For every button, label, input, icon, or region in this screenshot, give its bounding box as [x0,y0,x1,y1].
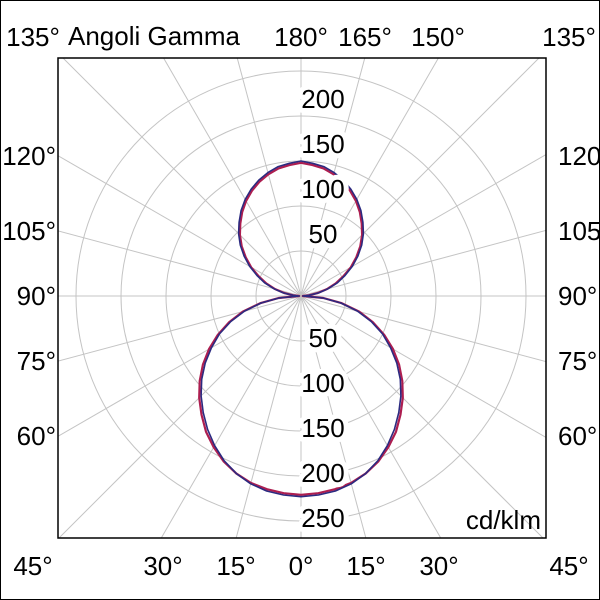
angle-label-left: 90° [17,281,56,311]
angle-label-bottom: 0° [289,551,314,581]
angle-label-bottom: 30° [419,551,458,581]
grid-radial-line [58,295,302,437]
grid-radial-line [58,230,302,297]
radial-tick-label: 150 [301,413,344,443]
grid-radial-line [300,295,546,439]
grid-radial-line [300,229,546,297]
grid-radial-line [163,58,302,297]
angle-label-right: 105° [558,216,600,246]
angle-label-top: 135° [6,22,60,52]
angle-label-top: 135° [542,22,596,52]
radial-tick-label: 100 [301,368,344,398]
angle-label-bottom: 15° [346,551,385,581]
angle-label-right: 60° [558,421,597,451]
angle-label-left: 105° [2,216,56,246]
angle-label-bottom: 45° [13,551,52,581]
grid-radial-line [300,295,442,538]
grid-radial-line [300,295,546,363]
grid-radial-line [236,58,302,297]
angle-label-bottom: 45° [549,551,588,581]
intensity-curve-series-2 [198,161,404,496]
angle-label-left: 75° [17,346,56,376]
angle-label-top: 150° [411,22,465,52]
angle-label-right: 75° [558,346,597,376]
grid-radial-line [160,295,302,538]
intensity-curves [198,160,404,498]
radial-tick-label: 150 [301,129,344,159]
angle-label-left: 60° [17,421,56,451]
radial-tick-label: 200 [301,84,344,114]
grid-radial-line [235,295,302,538]
intensity-curve-series-1 [200,160,402,498]
grid-radial-line [300,295,544,538]
unit-label: cd/klm [465,505,541,535]
grid-radial-line [58,295,302,362]
angle-label-right: 90° [558,281,597,311]
grid-radial-line [300,153,546,297]
radial-tick-label: 200 [301,458,344,488]
angle-label-right: 120° [558,141,600,171]
radial-tick-label: 250 [301,503,344,533]
grid-radial-line [58,155,302,297]
angle-label-top: 165° [338,22,392,52]
grid-radial-line [58,295,302,538]
grid-radial-line [300,295,367,538]
radial-tick-label: 50 [309,323,338,353]
radial-tick-label: 50 [309,219,338,249]
angle-label-bottom: 15° [216,551,255,581]
grid-radial-line [300,58,439,297]
plot-frame [57,57,547,539]
angle-label-top: 180° [274,22,328,52]
radial-tick-label: 100 [301,174,344,204]
chart-title: Angoli Gamma [68,21,240,51]
angle-label-bottom: 30° [143,551,182,581]
angle-label-left: 120° [2,141,56,171]
grid-radial-line [300,58,366,297]
